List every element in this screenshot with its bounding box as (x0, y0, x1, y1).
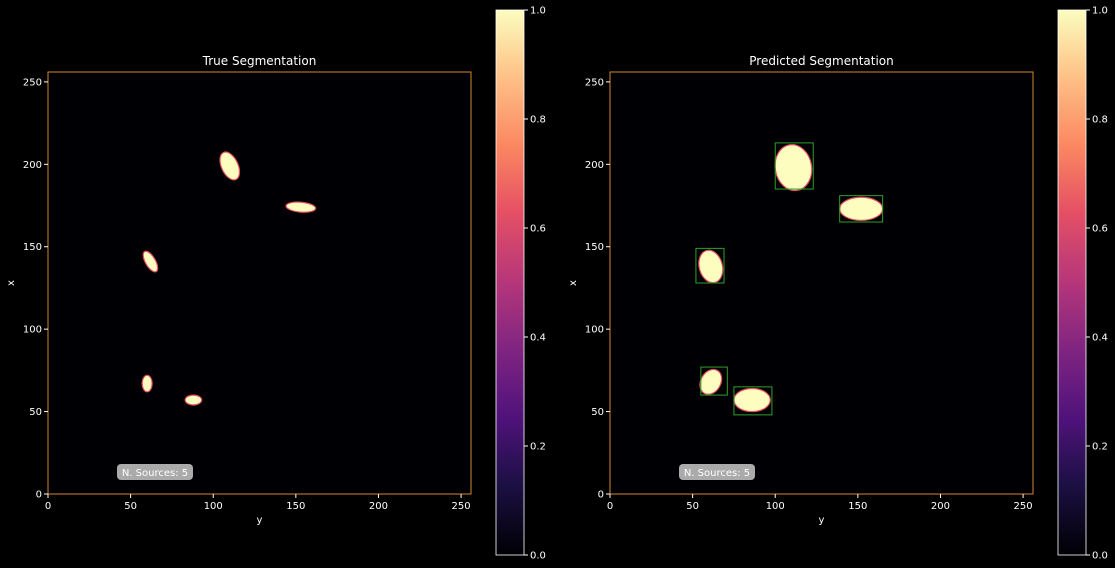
colorbar-tick-label: 0.6 (530, 224, 546, 235)
source-blob (733, 387, 771, 413)
colorbar-tick-label: 0.0 (1092, 551, 1108, 562)
chart-title: Predicted Segmentation (749, 54, 894, 68)
bounding-box (733, 386, 773, 416)
y-tick-label: 200 (585, 160, 604, 171)
source-blob (839, 196, 884, 221)
bounding-box (695, 247, 725, 284)
y-tick-label: 250 (585, 77, 604, 88)
colorbar-tick-label: 0.4 (1092, 333, 1108, 344)
y-tick-label: 100 (585, 325, 604, 336)
colorbar-tick-label: 0.6 (1092, 224, 1108, 235)
colorbar-tick-label: 0.4 (530, 333, 546, 344)
bounding-box (700, 366, 728, 396)
x-tick-label: 200 (369, 501, 388, 512)
plot-frame (609, 71, 1034, 495)
y-tick-label: 200 (23, 160, 42, 171)
y-tick-label: 250 (23, 77, 42, 88)
image-background (610, 72, 1033, 494)
y-tick-label: 50 (591, 407, 604, 418)
bounding-box (839, 195, 884, 223)
x-tick-label: 250 (1014, 501, 1033, 512)
colorbar-tick-label: 0.2 (530, 442, 546, 453)
x-tick-label: 150 (848, 501, 867, 512)
x-tick-label: 0 (45, 501, 51, 512)
y-tick-label: 150 (585, 242, 604, 253)
source-blob (184, 394, 203, 406)
y-tick-label: 150 (23, 242, 42, 253)
annotation-text: N. Sources: 5 (122, 468, 188, 479)
x-tick-label: 250 (452, 501, 471, 512)
annotation-badge (117, 464, 193, 480)
colorbar-tick-label: 0.8 (530, 115, 546, 126)
annotation-badge (679, 464, 755, 480)
plot-frame (47, 71, 472, 495)
colorbar-tick-label: 0.2 (1092, 442, 1108, 453)
x-tick-label: 50 (124, 501, 137, 512)
y-tick-label: 50 (29, 407, 42, 418)
colorbar-tick-label: 1.0 (530, 6, 546, 17)
y-tick-label: 0 (598, 490, 604, 501)
source-blob (142, 250, 159, 273)
bounding-box (774, 142, 814, 190)
source-blob (219, 151, 241, 181)
x-axis-label: y (819, 515, 825, 526)
x-tick-label: 50 (686, 501, 699, 512)
image-background (48, 72, 471, 494)
chart-panel-2: Predicted Segmentation 0 50 100 150 200 250 0 50… (568, 6, 1108, 562)
y-axis-label: x (6, 280, 17, 286)
chart-title: True Segmentation (202, 54, 317, 68)
source-blob (141, 374, 153, 393)
colorbar (495, 9, 525, 556)
colorbar-tick-label: 1.0 (1092, 6, 1108, 17)
colorbar-tick-label: 0.0 (530, 551, 546, 562)
x-axis-label: y (257, 515, 263, 526)
x-tick-label: 0 (607, 501, 613, 512)
x-tick-label: 200 (931, 501, 950, 512)
source-blob (698, 249, 724, 284)
x-tick-label: 100 (204, 501, 223, 512)
colorbar (1057, 9, 1087, 556)
source-blob (285, 201, 317, 213)
chart-panel-1: True Segmentation 0 50 100 150 200 250 0 50 100 15… (6, 6, 546, 562)
x-tick-label: 150 (286, 501, 305, 512)
x-tick-label: 100 (766, 501, 785, 512)
annotation-text: N. Sources: 5 (684, 468, 750, 479)
y-tick-label: 0 (36, 490, 42, 501)
y-tick-label: 100 (23, 325, 42, 336)
y-axis-label: x (568, 280, 579, 286)
colorbar-tick-label: 0.8 (1092, 115, 1108, 126)
source-blob (699, 368, 723, 395)
